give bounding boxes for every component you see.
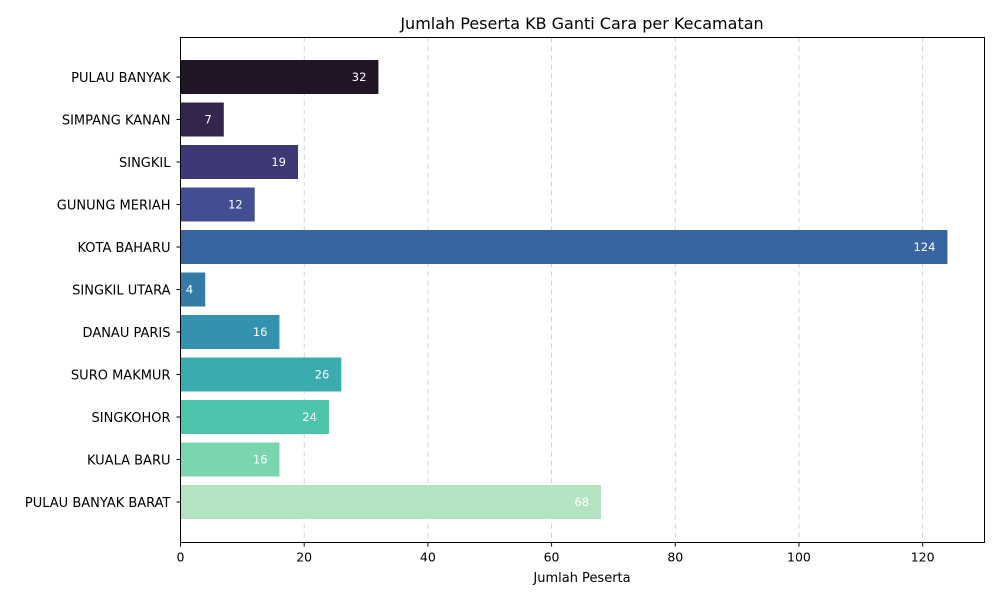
x-tick-labels: 0 20 40 60 80 100 120 (177, 542, 935, 565)
bar (180, 272, 206, 307)
chart-title: Jumlah Peserta KB Ganti Cara per Kecamat… (399, 14, 763, 33)
bar-value-label: 124 (913, 240, 935, 254)
bar (180, 442, 280, 477)
bar-value-label: 24 (302, 410, 317, 424)
grid-lines (303, 37, 924, 543)
bar (180, 357, 342, 392)
bar (180, 485, 602, 519)
bar-value-label: 19 (271, 155, 286, 169)
bar-value-label: 12 (228, 198, 243, 212)
bar (180, 230, 948, 264)
category-label: GUNUNG MERIAH (57, 199, 171, 214)
bar-value-label: 32 (352, 70, 367, 84)
category-label: DANAU PARIS (83, 326, 171, 341)
category-label: PULAU BANYAK BARAT (25, 496, 171, 511)
category-label: SINGKIL UTARA (72, 284, 170, 299)
bars (180, 60, 948, 519)
plot-frame (180, 37, 985, 543)
bar (180, 400, 329, 434)
category-label: SINGKOHOR (92, 411, 171, 426)
bar-value-label: 4 (186, 283, 193, 297)
bar-value-label: 16 (253, 325, 268, 339)
category-labels: PULAU BANYAK SIMPANG KANAN SINGKIL GUNUNG M… (25, 71, 181, 511)
bar-value-label: 16 (253, 453, 268, 467)
bar (180, 60, 379, 94)
category-label: SINGKIL (119, 156, 171, 171)
x-tick-label: 40 (420, 550, 436, 565)
bar-value-label: 7 (204, 113, 211, 127)
x-tick-label: 0 (177, 550, 185, 565)
category-label: PULAU BANYAK (71, 71, 171, 86)
category-label: SIMPANG KANAN (62, 114, 171, 129)
bar (180, 145, 299, 179)
x-axis-label: Jumlah Peserta (532, 571, 630, 586)
bar-value-label: 26 (315, 368, 330, 382)
bar (180, 315, 280, 349)
bar-value-label: 68 (574, 495, 589, 509)
value-labels: 32 7 19 12 124 4 16 26 24 16 68 (186, 70, 935, 509)
category-label: KUALA BARU (87, 454, 171, 469)
bar (180, 187, 255, 222)
x-tick-label: 20 (296, 550, 312, 565)
category-label: SURO MAKMUR (71, 369, 171, 384)
x-tick-label: 120 (911, 550, 935, 565)
bar (180, 102, 224, 137)
category-label: KOTA BAHARU (77, 241, 170, 256)
x-tick-label: 80 (667, 550, 683, 565)
x-tick-label: 100 (787, 550, 811, 565)
x-tick-label: 60 (544, 550, 560, 565)
